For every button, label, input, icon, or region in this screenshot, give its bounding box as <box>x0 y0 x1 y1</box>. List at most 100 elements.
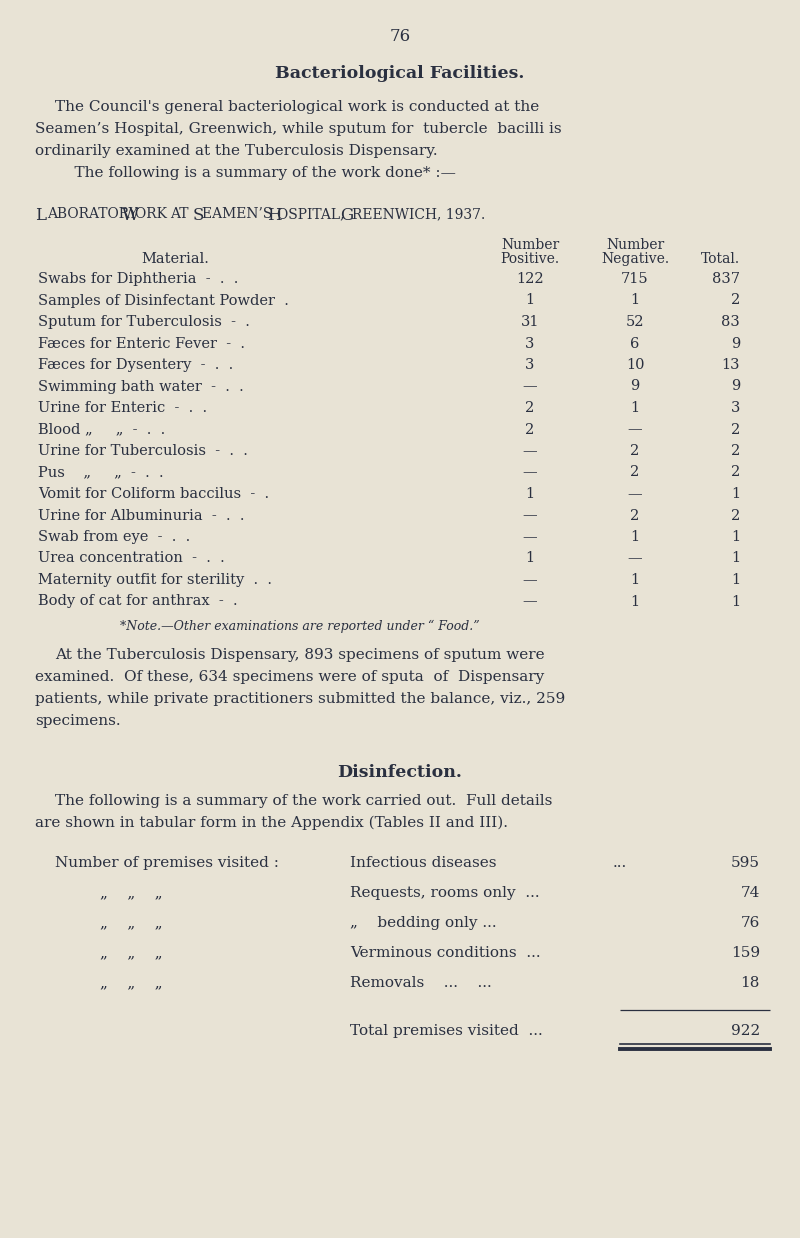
Text: 76: 76 <box>390 28 410 45</box>
Text: 2: 2 <box>630 465 640 479</box>
Text: 13: 13 <box>722 358 740 371</box>
Text: 1: 1 <box>526 293 534 307</box>
Text: 76: 76 <box>741 916 760 930</box>
Text: —: — <box>522 573 538 587</box>
Text: 3: 3 <box>526 337 534 350</box>
Text: 18: 18 <box>741 976 760 990</box>
Text: ABORATORY: ABORATORY <box>47 207 142 222</box>
Text: Body of cat for anthrax  -  .: Body of cat for anthrax - . <box>38 594 238 609</box>
Text: 122: 122 <box>516 272 544 286</box>
Text: patients, while private practitioners submitted the balance, viz., 259: patients, while private practitioners su… <box>35 692 566 706</box>
Text: Maternity outfit for sterility  .  .: Maternity outfit for sterility . . <box>38 573 272 587</box>
Text: Urine for Tuberculosis  -  .  .: Urine for Tuberculosis - . . <box>38 444 248 458</box>
Text: 52: 52 <box>626 314 644 329</box>
Text: 1: 1 <box>731 551 740 566</box>
Text: 9: 9 <box>630 380 640 394</box>
Text: L: L <box>35 207 46 224</box>
Text: „    bedding only ...: „ bedding only ... <box>350 916 497 930</box>
Text: Total.: Total. <box>701 253 740 266</box>
Text: *Note.—Other examinations are reported under “ Food.”: *Note.—Other examinations are reported u… <box>120 620 480 633</box>
Text: 2: 2 <box>630 444 640 458</box>
Text: Infectious diseases: Infectious diseases <box>350 855 497 870</box>
Text: 1: 1 <box>526 551 534 566</box>
Text: Material.: Material. <box>141 253 209 266</box>
Text: Swabs for Diphtheria  -  .  .: Swabs for Diphtheria - . . <box>38 272 238 286</box>
Text: 159: 159 <box>731 946 760 959</box>
Text: Fæces for Enteric Fever  -  .: Fæces for Enteric Fever - . <box>38 337 245 350</box>
Text: are shown in tabular form in the Appendix (Tables II and III).: are shown in tabular form in the Appendi… <box>35 816 508 831</box>
Text: Sputum for Tuberculosis  -  .: Sputum for Tuberculosis - . <box>38 314 250 329</box>
Text: 1: 1 <box>526 487 534 501</box>
Text: 1: 1 <box>630 573 639 587</box>
Text: —: — <box>628 487 642 501</box>
Text: —: — <box>522 444 538 458</box>
Text: S: S <box>193 207 204 224</box>
Text: 2: 2 <box>630 509 640 522</box>
Text: —: — <box>522 465 538 479</box>
Text: 1: 1 <box>630 594 639 609</box>
Text: —: — <box>522 594 538 609</box>
Text: 715: 715 <box>621 272 649 286</box>
Text: Urine for Enteric  -  .  .: Urine for Enteric - . . <box>38 401 207 415</box>
Text: Fæces for Dysentery  -  .  .: Fæces for Dysentery - . . <box>38 358 234 371</box>
Text: 74: 74 <box>741 886 760 900</box>
Text: AT: AT <box>170 207 193 222</box>
Text: Number: Number <box>501 238 559 253</box>
Text: 595: 595 <box>731 855 760 870</box>
Text: „    „    „: „ „ „ <box>100 886 162 900</box>
Text: Positive.: Positive. <box>501 253 559 266</box>
Text: At the Tuberculosis Dispensary, 893 specimens of sputum were: At the Tuberculosis Dispensary, 893 spec… <box>55 647 545 662</box>
Text: „    „    „: „ „ „ <box>100 916 162 930</box>
Text: 2: 2 <box>526 401 534 415</box>
Text: 1: 1 <box>731 487 740 501</box>
Text: Requests, rooms only  ...: Requests, rooms only ... <box>350 886 540 900</box>
Text: 2: 2 <box>526 422 534 437</box>
Text: REENWICH, 1937.: REENWICH, 1937. <box>352 207 486 222</box>
Text: 837: 837 <box>712 272 740 286</box>
Text: Blood „     „  -  .  .: Blood „ „ - . . <box>38 422 166 437</box>
Text: Total premises visited  ...: Total premises visited ... <box>350 1024 542 1037</box>
Text: —: — <box>522 509 538 522</box>
Text: 2: 2 <box>730 293 740 307</box>
Text: Urine for Albuminuria  -  .  .: Urine for Albuminuria - . . <box>38 509 245 522</box>
Text: Samples of Disinfectant Powder  .: Samples of Disinfectant Powder . <box>38 293 289 307</box>
Text: ordinarily examined at the Tuberculosis Dispensary.: ordinarily examined at the Tuberculosis … <box>35 144 438 158</box>
Text: The Council's general bacteriological work is conducted at the: The Council's general bacteriological wo… <box>55 100 539 114</box>
Text: 1: 1 <box>630 293 639 307</box>
Text: ...: ... <box>613 855 627 870</box>
Text: Removals    ...    ...: Removals ... ... <box>350 976 492 990</box>
Text: 3: 3 <box>526 358 534 371</box>
Text: EAMEN’S: EAMEN’S <box>202 207 277 222</box>
Text: G: G <box>340 207 353 224</box>
Text: ORK: ORK <box>135 207 171 222</box>
Text: „    „    „: „ „ „ <box>100 946 162 959</box>
Text: Number: Number <box>606 238 664 253</box>
Text: W: W <box>122 207 139 224</box>
Text: 1: 1 <box>630 401 639 415</box>
Text: Urea concentration  -  .  .: Urea concentration - . . <box>38 551 225 566</box>
Text: Pus    „     „  -  .  .: Pus „ „ - . . <box>38 465 164 479</box>
Text: Negative.: Negative. <box>601 253 669 266</box>
Text: 3: 3 <box>730 401 740 415</box>
Text: —: — <box>628 551 642 566</box>
Text: Verminous conditions  ...: Verminous conditions ... <box>350 946 541 959</box>
Text: Number of premises visited :: Number of premises visited : <box>55 855 279 870</box>
Text: The following is a summary of the work done* :—: The following is a summary of the work d… <box>55 166 456 180</box>
Text: 9: 9 <box>730 380 740 394</box>
Text: H: H <box>267 207 282 224</box>
Text: „    „    „: „ „ „ <box>100 976 162 990</box>
Text: 2: 2 <box>730 444 740 458</box>
Text: —: — <box>628 422 642 437</box>
Text: Disinfection.: Disinfection. <box>338 764 462 781</box>
Text: —: — <box>522 530 538 543</box>
Text: 9: 9 <box>730 337 740 350</box>
Text: 10: 10 <box>626 358 644 371</box>
Text: Vomit for Coliform baccilus  -  .: Vomit for Coliform baccilus - . <box>38 487 269 501</box>
Text: specimens.: specimens. <box>35 714 121 728</box>
Text: examined.  Of these, 634 specimens were of sputa  of  Dispensary: examined. Of these, 634 specimens were o… <box>35 670 544 685</box>
Text: 1: 1 <box>731 530 740 543</box>
Text: Swimming bath water  -  .  .: Swimming bath water - . . <box>38 380 244 394</box>
Text: 2: 2 <box>730 422 740 437</box>
Text: 83: 83 <box>722 314 740 329</box>
Text: 922: 922 <box>730 1024 760 1037</box>
